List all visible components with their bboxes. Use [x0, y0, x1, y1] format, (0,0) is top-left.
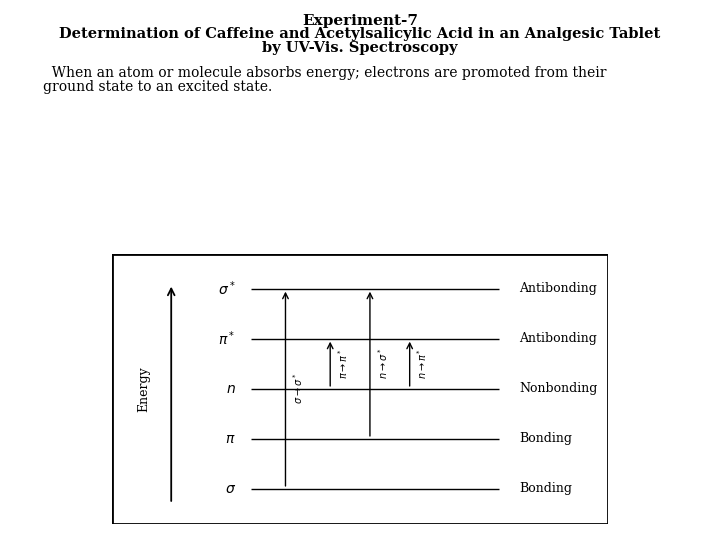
Text: $\sigma$: $\sigma$ — [225, 482, 236, 496]
Text: $\pi$: $\pi$ — [225, 432, 236, 446]
Text: Energy: Energy — [138, 366, 150, 411]
Text: Bonding: Bonding — [519, 433, 572, 446]
Text: by UV-Vis. Spectroscopy: by UV-Vis. Spectroscopy — [262, 41, 458, 55]
Text: When an atom or molecule absorbs energy; electrons are promoted from their: When an atom or molecule absorbs energy;… — [43, 66, 607, 80]
Text: $\pi\rightarrow\pi^*$: $\pi\rightarrow\pi^*$ — [336, 348, 350, 379]
Text: Antibonding: Antibonding — [519, 332, 597, 345]
Text: $\pi^*$: $\pi^*$ — [218, 329, 236, 348]
Text: $n\rightarrow\sigma^*$: $n\rightarrow\sigma^*$ — [376, 348, 390, 380]
Text: ground state to an excited state.: ground state to an excited state. — [43, 80, 272, 94]
Text: Determination of Caffeine and Acetylsalicylic Acid in an Analgesic Tablet: Determination of Caffeine and Acetylsali… — [59, 27, 661, 41]
Text: $\sigma^*$: $\sigma^*$ — [218, 280, 236, 298]
Text: $n$: $n$ — [226, 382, 236, 396]
Text: $\sigma\rightarrow\sigma^*$: $\sigma\rightarrow\sigma^*$ — [292, 373, 305, 404]
Text: Bonding: Bonding — [519, 482, 572, 495]
Text: Antibonding: Antibonding — [519, 282, 597, 295]
Text: $n\rightarrow\pi^*$: $n\rightarrow\pi^*$ — [415, 348, 429, 379]
Text: Nonbonding: Nonbonding — [519, 382, 598, 395]
Text: Experiment-7: Experiment-7 — [302, 14, 418, 28]
